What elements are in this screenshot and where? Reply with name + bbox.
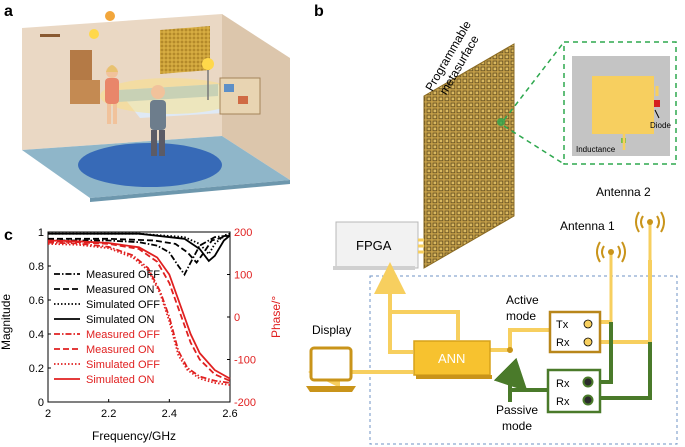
- person-woman: [105, 65, 119, 124]
- diode-label: Diode: [650, 121, 671, 130]
- passive-mode-label-line1: Passive: [496, 403, 538, 417]
- chart-series-line-4: [47, 241, 231, 384]
- chart-legend: Measured OFF Measured ON Simulated OFF Simu…: [54, 269, 160, 386]
- chart-series-line-0: [48, 234, 231, 277]
- passive-mode-label-line2: mode: [502, 419, 532, 433]
- chart-y-right-axis-label: Phase/°: [269, 296, 283, 338]
- zoom-line-top: [503, 41, 565, 121]
- inductance-label: Inductance: [576, 145, 616, 154]
- chart-y-left-tick-label: 1: [38, 227, 44, 239]
- ann-label: ANN: [438, 351, 465, 366]
- passive-arrow: [493, 357, 528, 392]
- panel-label-a: a: [4, 3, 13, 20]
- display-icon: [306, 346, 356, 392]
- chart-y-left-ticks: 0 0.2 0.4 0.6 0.8 1: [29, 227, 51, 409]
- chart-y-left-tick-label: 0.6: [29, 295, 44, 307]
- switch-node: [507, 347, 513, 353]
- chart-y-right-tick-label: 200: [234, 227, 252, 239]
- chart-legend-entry: Simulated ON: [86, 374, 155, 386]
- chart-y-right-tick-label: 100: [234, 270, 252, 282]
- chart-y-left-axis-label: Magnitude: [0, 294, 13, 350]
- chart-x-tick-label: 2.2: [101, 408, 116, 420]
- active-tx-label: Tx: [556, 319, 569, 331]
- chart-series-line-6: [47, 243, 231, 386]
- unit-cell-zoom: Diode Inductance: [563, 41, 677, 165]
- chart-y-left-tick-label: 0.2: [29, 363, 44, 375]
- panel-label-b: b: [314, 3, 324, 20]
- antenna-1-label: Antenna 1: [560, 219, 615, 233]
- chart-x-axis-label: Frequency/GHz: [92, 429, 176, 443]
- chart-legend-entry: Simulated ON: [86, 314, 155, 326]
- chart-series-group: [47, 232, 231, 386]
- active-signal-lines: [308, 260, 652, 388]
- person-man: [150, 85, 166, 156]
- chart-legend-entry: Measured ON: [86, 284, 155, 296]
- chart-y-right-tick-label: -200: [234, 397, 256, 409]
- chart-legend-entry: Simulated OFF: [86, 299, 160, 311]
- active-mode-label-line2: mode: [506, 309, 536, 323]
- chart-legend-entry: Measured ON: [86, 344, 155, 356]
- chart-x-tick-label: 2.4: [162, 408, 177, 420]
- passive-rx-label-2: Rx: [556, 396, 570, 408]
- unit-cell-patch: [592, 76, 654, 134]
- chart-y-right-tick-label: 0: [234, 312, 240, 324]
- diode-icon: [654, 100, 660, 107]
- chart: 0 0.2 0.4 0.6 0.8 1 -200 -100 0 100 200 2 2.2 2.4 2.…: [0, 227, 283, 443]
- chart-x-ticks: 2 2.2 2.4 2.6: [45, 399, 238, 420]
- passive-rxrx-module: Rx Rx: [546, 368, 602, 414]
- chart-legend-entry: Measured OFF: [86, 329, 160, 341]
- antenna-2-label: Antenna 2: [596, 185, 651, 199]
- metasurface-highlight: [497, 118, 505, 126]
- chart-series-line-7: [47, 239, 231, 380]
- room-illustration: [22, 11, 290, 202]
- passive-rx-label-1: Rx: [556, 378, 570, 390]
- ann-block: ANN: [413, 340, 492, 379]
- chart-y-right-ticks: -200 -100 0 100 200: [227, 227, 256, 409]
- chart-series-line-3: [48, 232, 231, 263]
- chart-series-line-1: [48, 234, 231, 265]
- metasurface: Programmable metasurface: [422, 18, 515, 269]
- chart-y-left-tick-label: 0: [38, 397, 44, 409]
- chart-y-left-tick-label: 0.4: [29, 329, 44, 341]
- active-rx-label: Rx: [556, 337, 570, 349]
- panel-label-c: c: [4, 227, 13, 244]
- active-txrx-module: Tx Rx: [548, 310, 602, 354]
- fpga-block: FPGA: [333, 221, 419, 270]
- fpga-label: FPGA: [356, 238, 392, 253]
- zoom-line-bottom: [503, 125, 565, 165]
- active-mode-label-line1: Active: [506, 293, 539, 307]
- system-box: [369, 275, 678, 445]
- antenna-1-icon: [596, 241, 626, 322]
- display-label: Display: [312, 323, 351, 337]
- chart-legend-entry: Measured OFF: [86, 269, 160, 281]
- chart-y-right-tick-label: -100: [234, 355, 256, 367]
- chart-y-left-tick-label: 0.8: [29, 261, 44, 273]
- chart-x-tick-label: 2: [45, 408, 51, 420]
- chart-legend-entry: Simulated OFF: [86, 359, 160, 371]
- chart-x-tick-label: 2.6: [222, 408, 237, 420]
